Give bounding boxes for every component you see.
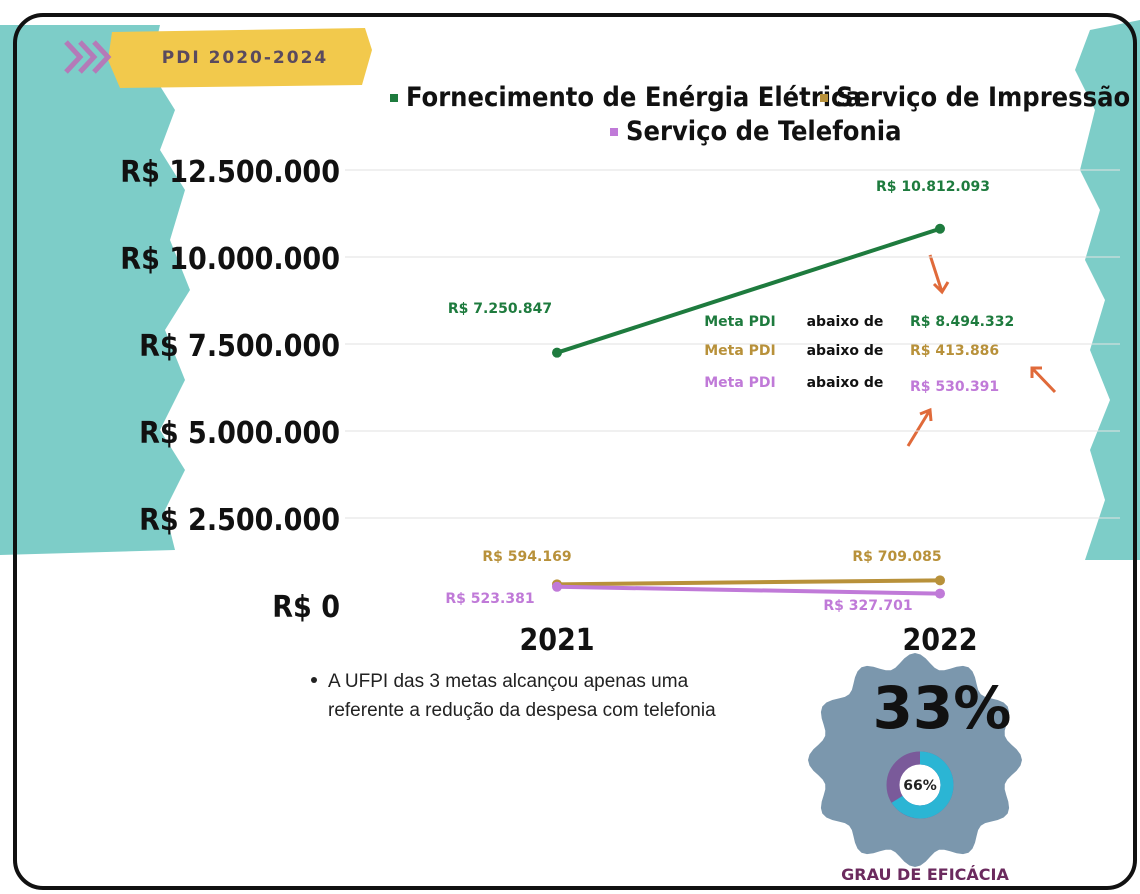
legend-label: Serviço de Telefonia [626, 116, 901, 147]
series-line [556, 578, 941, 587]
gauge-label: 66% [903, 778, 937, 794]
y-tick-label: R$ 5.000.000 [139, 416, 340, 451]
annotation-label: Meta PDI [704, 314, 776, 330]
legend-label: Serviço de Impressão [836, 82, 1130, 113]
annotation-text: abaixo de [807, 375, 884, 391]
value-label: R$ 327.701 [823, 598, 912, 614]
legend-label: Fornecimento de Enérgia Elétrica [406, 82, 862, 113]
annotation-target: R$ 530.391 [910, 379, 999, 395]
teal-blob-right [1075, 20, 1140, 560]
bullet [311, 677, 317, 683]
y-tick-label: R$ 2.500.000 [139, 503, 340, 538]
point [935, 223, 945, 234]
teal-blob-left [0, 25, 190, 555]
score: 33% [873, 674, 1012, 742]
series-line [556, 226, 941, 355]
value-label: R$ 7.250.847 [448, 301, 552, 317]
arrows [906, 254, 1057, 447]
note-line: referente a redução da despesa com telef… [328, 700, 716, 721]
gauge-arc [886, 751, 954, 819]
legend-swatch [820, 94, 828, 102]
annotation-label: Meta PDI [704, 375, 776, 391]
point [552, 581, 562, 592]
point [935, 588, 945, 599]
chevrons [64, 40, 112, 74]
point [935, 575, 945, 586]
y-tick-label: R$ 10.000.000 [120, 242, 340, 277]
annotation-target: R$ 413.886 [910, 343, 999, 359]
x-tick-label: 2022 [902, 623, 977, 658]
note-line: A UFPI das 3 metas alcançou apenas uma [328, 671, 689, 692]
legend-swatch [390, 94, 398, 102]
x-tick-label: 2021 [519, 623, 594, 658]
value-label: R$ 594.169 [482, 549, 571, 565]
annotation-text: abaixo de [807, 314, 884, 330]
value-label: R$ 523.381 [445, 591, 534, 607]
badge-text: PDI 2020-2024 [162, 48, 329, 68]
annotation-label: Meta PDI [704, 343, 776, 359]
value-label: R$ 10.812.093 [876, 179, 990, 195]
badge-brush [108, 28, 372, 88]
frame [13, 13, 1137, 890]
legend-swatch [610, 128, 618, 136]
point [552, 347, 562, 358]
value-label: R$ 709.085 [852, 549, 941, 565]
y-tick-label: R$ 12.500.000 [120, 155, 340, 190]
series-line [556, 584, 941, 596]
annotation-target: R$ 8.494.332 [910, 314, 1014, 330]
gauge-title: GRAU DE EFICÁCIA [841, 865, 1009, 884]
y-tick-label: R$ 7.500.000 [139, 329, 340, 364]
annotation-text: abaixo de [807, 343, 884, 359]
y-tick-label: R$ 0 [272, 590, 340, 625]
